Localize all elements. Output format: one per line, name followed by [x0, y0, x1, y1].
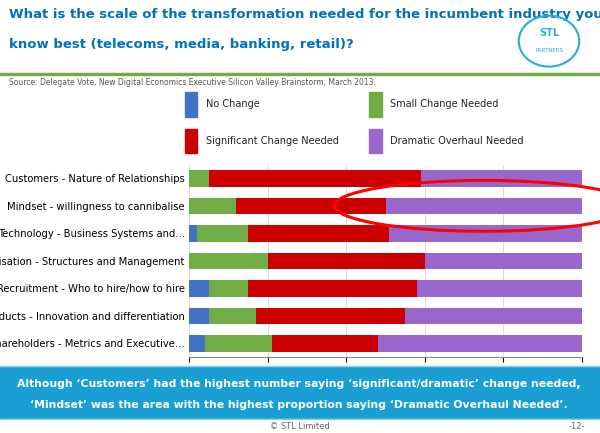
Bar [209, 308, 256, 324]
Text: PARTNERS: PARTNERS [535, 48, 563, 53]
Bar [256, 308, 405, 324]
Bar [268, 252, 425, 269]
X-axis label: % Votes: % Votes [361, 381, 410, 391]
Bar [209, 170, 421, 187]
Bar [272, 335, 377, 352]
Text: Small Change Needed: Small Change Needed [391, 100, 499, 110]
Bar [205, 335, 272, 352]
Bar [189, 280, 209, 297]
FancyBboxPatch shape [0, 367, 600, 419]
Text: Dramatic Overhaul Needed: Dramatic Overhaul Needed [391, 136, 524, 146]
Text: Although ‘Customers’ had the highest number saying ‘significant/dramatic’ change: Although ‘Customers’ had the highest num… [17, 379, 580, 389]
Text: What is the scale of the transformation needed for the incumbent industry you: What is the scale of the transformation … [9, 8, 600, 21]
Bar [189, 335, 205, 352]
Bar [189, 197, 236, 214]
Bar [209, 280, 248, 297]
Bar [248, 280, 417, 297]
Bar [248, 225, 389, 242]
Bar [236, 197, 386, 214]
Text: -12-: -12- [569, 422, 585, 431]
Bar [197, 225, 248, 242]
Text: STL: STL [539, 28, 559, 38]
Bar [189, 308, 209, 324]
Bar [189, 252, 268, 269]
Bar [417, 280, 582, 297]
Bar [389, 225, 582, 242]
Bar [369, 92, 382, 116]
Bar [369, 129, 382, 153]
Bar [189, 225, 197, 242]
Bar [386, 197, 582, 214]
Text: Source: Delegate Vote, New Digital Economics Executive Silicon Valley Brainstorm: Source: Delegate Vote, New Digital Econo… [9, 78, 376, 87]
Text: know best (telecoms, media, banking, retail)?: know best (telecoms, media, banking, ret… [9, 38, 354, 51]
Text: No Change: No Change [206, 100, 260, 110]
Bar [377, 335, 582, 352]
Bar [185, 92, 197, 116]
Text: ‘Mindset’ was the area with the highest proportion saying ‘Dramatic Overhaul Nee: ‘Mindset’ was the area with the highest … [29, 401, 568, 410]
Bar [421, 170, 582, 187]
Bar [185, 129, 197, 153]
Bar [425, 252, 582, 269]
Bar [405, 308, 582, 324]
Text: © STL Limited: © STL Limited [270, 422, 330, 431]
Text: Significant Change Needed: Significant Change Needed [206, 136, 339, 146]
Bar [189, 170, 209, 187]
